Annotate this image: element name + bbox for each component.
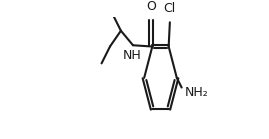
Text: NH₂: NH₂ — [185, 86, 208, 99]
Text: NH: NH — [123, 49, 142, 62]
Text: O: O — [146, 0, 156, 13]
Text: Cl: Cl — [164, 2, 176, 15]
